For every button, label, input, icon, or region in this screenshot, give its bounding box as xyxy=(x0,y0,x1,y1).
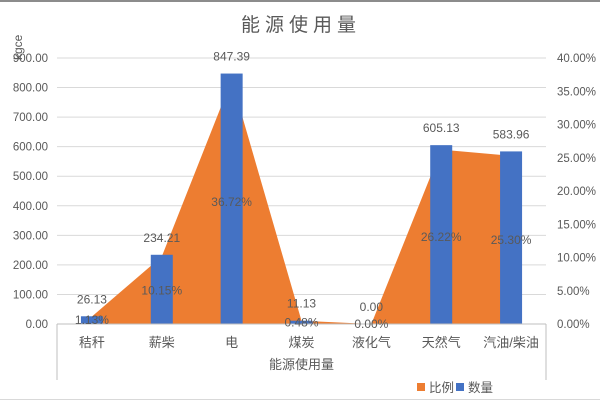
right-axis-tick-label: 15.00% xyxy=(557,219,596,231)
right-axis-tick-label: 35.00% xyxy=(557,86,596,98)
bar[interactable] xyxy=(500,151,523,324)
bar-value-label: 583.96 xyxy=(493,127,530,141)
right-axis-tick-label: 40.00% xyxy=(557,53,596,65)
left-axis-tick-label: 500.00 xyxy=(13,171,48,183)
legend-label-quantity[interactable]: 数量 xyxy=(468,380,493,395)
percent-label: 0.48% xyxy=(284,315,318,329)
percent-label: 1.13% xyxy=(75,313,109,327)
percent-label: 25.30% xyxy=(491,233,532,247)
right-axis-tick-label: 20.00% xyxy=(557,186,596,198)
left-axis-tick-label: 300.00 xyxy=(13,230,48,242)
bar-value-label: 605.13 xyxy=(423,121,460,135)
x-axis-group-label: 能源使用量 xyxy=(269,357,334,372)
left-axis-tick-label: 400.00 xyxy=(13,201,48,213)
right-axis-tick-label: 30.00% xyxy=(557,120,596,132)
proportion-area-series[interactable] xyxy=(91,79,512,324)
bar[interactable] xyxy=(80,316,103,324)
data-labels: 0.00 100.00 200.00 300.00 400.00 500.00 600.00… xyxy=(13,50,596,372)
legend-label-proportion[interactable]: 比例 xyxy=(429,381,454,395)
percent-label: 26.22% xyxy=(421,230,462,244)
bar-value-label: 0.00 xyxy=(360,300,384,314)
bar-value-label: 234.21 xyxy=(143,231,180,245)
percent-label: 0.00% xyxy=(354,317,388,331)
percent-label: 10.15% xyxy=(141,283,182,297)
category-label: 煤炭 xyxy=(288,335,314,350)
left-axis-tick-label: 100.00 xyxy=(13,289,48,301)
left-axis-tick-label: 900.00 xyxy=(13,53,48,65)
bar-value-label: 26.13 xyxy=(77,292,107,306)
category-label: 天然气 xyxy=(422,335,461,350)
right-axis-tick-label: 10.00% xyxy=(557,253,596,265)
area-shape[interactable] xyxy=(91,79,512,324)
category-label: 液化气 xyxy=(352,335,391,350)
left-axis-title: kgce xyxy=(11,34,25,60)
category-label: 电 xyxy=(225,335,238,350)
category-label: 汽油/柴油 xyxy=(483,335,539,350)
left-axis-tick-label: 200.00 xyxy=(13,260,48,272)
axis-lines xyxy=(56,323,547,380)
chart-title: 能源使用量 xyxy=(241,14,361,36)
left-axis-tick-label: 0.00 xyxy=(26,319,48,331)
bar[interactable] xyxy=(220,73,243,324)
category-label: 秸秆 xyxy=(79,335,105,350)
left-axis-tick-label: 700.00 xyxy=(13,112,48,124)
legend-swatch-quantity[interactable] xyxy=(456,383,464,391)
quantity-bar-series[interactable] xyxy=(80,73,523,324)
bar[interactable] xyxy=(150,254,173,324)
bar[interactable] xyxy=(430,145,453,324)
bar-value-label: 847.39 xyxy=(213,50,250,64)
legend-swatch-proportion[interactable] xyxy=(417,383,425,391)
left-axis-tick-label: 800.00 xyxy=(13,83,48,95)
left-axis-tick-label: 600.00 xyxy=(13,142,48,154)
category-label: 薪柴 xyxy=(149,335,175,350)
bar[interactable] xyxy=(290,320,313,324)
right-axis-tick-label: 25.00% xyxy=(557,153,596,165)
legend: 比例 数量 xyxy=(417,380,493,395)
bar-value-label: 11.13 xyxy=(287,297,316,311)
right-axis-tick-label: 5.00% xyxy=(557,286,590,298)
right-axis-tick-label: 0.00% xyxy=(557,319,590,331)
percent-label: 36.72% xyxy=(211,195,252,209)
